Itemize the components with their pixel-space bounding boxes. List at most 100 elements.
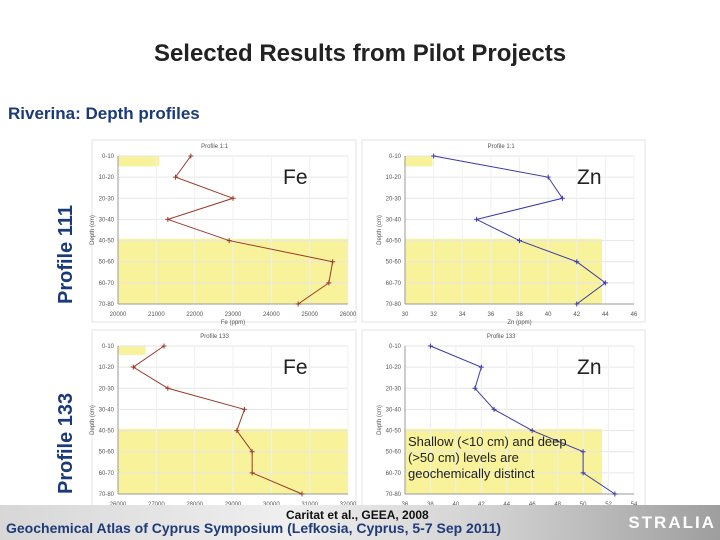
data-point xyxy=(299,491,305,497)
x-tick-label: 24000 xyxy=(263,312,280,318)
y-tick-label: 20-30 xyxy=(386,196,402,202)
y-tick-label: 20-30 xyxy=(386,386,402,392)
x-tick-label: 32 xyxy=(430,312,437,318)
data-point xyxy=(612,491,618,497)
plot-title: Profile 1:1 xyxy=(201,144,229,150)
x-axis-label: Zn (ppm) xyxy=(507,320,531,326)
data-point xyxy=(559,195,565,201)
y-tick-label: 10-20 xyxy=(386,365,402,371)
data-point xyxy=(188,153,194,159)
y-tick-label: 30-40 xyxy=(386,407,402,413)
x-tick-label: 22000 xyxy=(186,312,203,318)
highlight-band xyxy=(405,428,602,494)
highlight-band xyxy=(118,346,146,355)
y-tick-label: 40-50 xyxy=(99,239,115,245)
x-tick-label: 46 xyxy=(631,312,638,318)
y-tick-label: 0-10 xyxy=(389,154,402,160)
data-point xyxy=(330,259,336,265)
y-axis-label: Depth (cm) xyxy=(377,405,383,435)
data-point xyxy=(249,449,255,455)
x-tick-label: 42 xyxy=(573,312,580,318)
data-point xyxy=(491,406,497,412)
series-line xyxy=(430,345,616,495)
data-point xyxy=(574,259,580,265)
footer-text[interactable]: Geochemical Atlas of Cyprus Symposium (L… xyxy=(6,520,502,536)
x-tick-label: 40 xyxy=(545,312,552,318)
data-point xyxy=(517,238,522,244)
data-point xyxy=(580,470,586,476)
data-point xyxy=(242,406,247,412)
y-tick-label: 30-40 xyxy=(386,217,402,223)
y-tick-label: 70-80 xyxy=(386,492,402,498)
footer-band xyxy=(0,505,720,540)
x-tick-label: 34 xyxy=(459,312,466,318)
data-point xyxy=(431,153,437,159)
y-tick-label: 20-30 xyxy=(99,386,115,392)
y-tick-label: 50-60 xyxy=(386,260,402,266)
data-point xyxy=(165,216,171,222)
data-point xyxy=(474,216,480,222)
y-tick-label: 10-20 xyxy=(99,175,115,181)
highlight-band xyxy=(405,156,433,167)
y-tick-label: 70-80 xyxy=(386,302,402,308)
x-axis-label: Fe (ppm) xyxy=(221,320,245,326)
x-tick-label: 26000 xyxy=(340,312,357,318)
y-tick-label: 20-30 xyxy=(99,196,115,202)
y-tick-label: 0-10 xyxy=(389,344,402,350)
y-tick-label: 60-70 xyxy=(386,281,402,287)
callout-text: Shallow (<10 cm) and deep (>50 cm) level… xyxy=(408,434,567,481)
y-tick-label: 60-70 xyxy=(386,471,402,477)
y-tick-label: 10-20 xyxy=(386,175,402,181)
data-point xyxy=(574,301,580,307)
y-tick-label: 10-20 xyxy=(99,365,115,371)
data-point xyxy=(161,343,167,349)
x-tick-label: 44 xyxy=(602,312,609,318)
data-point xyxy=(295,301,301,307)
y-tick-label: 60-70 xyxy=(99,281,115,287)
y-axis-label: Depth (cm) xyxy=(90,405,96,435)
y-tick-label: 30-40 xyxy=(99,407,115,413)
data-point xyxy=(529,428,535,434)
data-point xyxy=(580,449,586,455)
x-tick-label: 21000 xyxy=(148,312,165,318)
plot-title: Profile 133 xyxy=(200,334,229,340)
y-tick-label: 0-10 xyxy=(102,154,115,160)
data-point xyxy=(602,280,608,286)
data-point xyxy=(472,385,478,391)
x-tick-label: 20000 xyxy=(110,312,127,318)
data-point xyxy=(545,174,551,180)
data-point xyxy=(226,238,232,244)
x-tick-label: 23000 xyxy=(225,312,242,318)
y-tick-label: 40-50 xyxy=(386,429,402,435)
x-tick-label: 25000 xyxy=(301,312,318,318)
highlight-band xyxy=(118,156,160,167)
y-tick-label: 50-60 xyxy=(99,260,115,266)
x-tick-label: 38 xyxy=(516,312,523,318)
element-label-zn-133: Zn xyxy=(577,356,602,379)
element-label-fe-133: Fe xyxy=(283,356,308,379)
data-point xyxy=(478,364,484,370)
element-label-zn-111: Zn xyxy=(577,166,602,189)
y-tick-label: 50-60 xyxy=(99,450,115,456)
data-point xyxy=(230,195,236,201)
data-point xyxy=(234,428,240,434)
plot-title: Profile 1:1 xyxy=(488,144,516,150)
y-tick-label: 70-80 xyxy=(99,302,115,308)
y-tick-label: 40-50 xyxy=(386,239,402,245)
highlight-band xyxy=(405,238,602,304)
plot-title: Profile 133 xyxy=(487,334,516,340)
data-point xyxy=(165,385,171,391)
brand-text: STRALIA xyxy=(628,513,716,532)
data-point xyxy=(249,470,255,476)
series-line xyxy=(166,155,334,305)
y-tick-label: 0-10 xyxy=(102,344,115,350)
x-tick-label: 30 xyxy=(402,312,409,318)
series-line xyxy=(132,345,303,495)
y-tick-label: 50-60 xyxy=(386,450,402,456)
citation: Caritat et al., GEEA, 2008 xyxy=(286,508,429,522)
data-point xyxy=(173,174,178,180)
element-label-fe-111: Fe xyxy=(283,166,308,189)
y-tick-label: 60-70 xyxy=(99,471,115,477)
y-axis-label: Depth (cm) xyxy=(377,215,383,245)
